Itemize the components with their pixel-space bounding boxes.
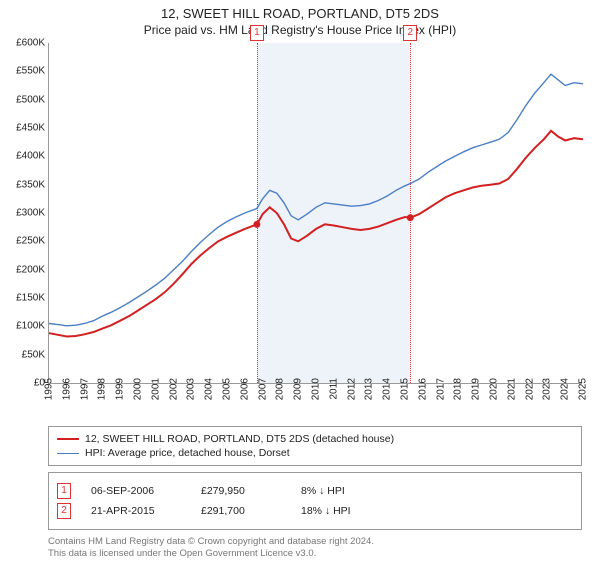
footer-line: Contains HM Land Registry data © Crown c…	[48, 536, 582, 548]
chart-subtitle: Price paid vs. HM Land Registry's House …	[0, 23, 600, 37]
legend-item: 12, SWEET HILL ROAD, PORTLAND, DT5 2DS (…	[57, 433, 573, 445]
sale-date: 21-APR-2015	[91, 505, 181, 517]
sale-diff: 18% ↓ HPI	[301, 505, 411, 517]
y-tick-label: £500K	[1, 94, 45, 105]
y-tick-label: £300K	[1, 208, 45, 219]
sale-marker-top: 1	[250, 25, 264, 41]
footer-attribution: Contains HM Land Registry data © Crown c…	[48, 536, 582, 561]
sales-box: 1 06-SEP-2006 £279,950 8% ↓ HPI 2 21-APR…	[48, 472, 582, 530]
y-tick-label: £450K	[1, 123, 45, 134]
y-tick-label: £250K	[1, 236, 45, 247]
footer-line: This data is licensed under the Open Gov…	[48, 548, 582, 560]
y-tick-label: £150K	[1, 293, 45, 304]
legend-box: 12, SWEET HILL ROAD, PORTLAND, DT5 2DS (…	[48, 426, 582, 466]
legend-label: 12, SWEET HILL ROAD, PORTLAND, DT5 2DS (…	[85, 433, 394, 445]
sale-row: 2 21-APR-2015 £291,700 18% ↓ HPI	[57, 503, 573, 519]
series-line-property	[49, 131, 583, 337]
sale-marker: 2	[57, 503, 71, 519]
y-tick-label: £550K	[1, 66, 45, 77]
chart-plot-area: 12£0£50K£100K£150K£200K£250K£300K£350K£4…	[48, 43, 582, 384]
legend-swatch	[57, 438, 79, 440]
sale-dot	[407, 214, 414, 221]
y-tick-label: £50K	[1, 349, 45, 360]
sale-diff: 8% ↓ HPI	[301, 485, 411, 497]
sale-price: £279,950	[201, 485, 281, 497]
y-tick-label: £400K	[1, 151, 45, 162]
sale-date: 06-SEP-2006	[91, 485, 181, 497]
chart-title: 12, SWEET HILL ROAD, PORTLAND, DT5 2DS	[0, 6, 600, 21]
y-tick-label: £0	[1, 378, 45, 389]
series-svg	[49, 43, 583, 383]
sale-marker: 1	[57, 483, 71, 499]
sale-row: 1 06-SEP-2006 £279,950 8% ↓ HPI	[57, 483, 573, 499]
sale-price: £291,700	[201, 505, 281, 517]
legend-swatch	[57, 453, 79, 454]
legend-label: HPI: Average price, detached house, Dors…	[85, 447, 290, 459]
y-tick-label: £100K	[1, 321, 45, 332]
legend-item: HPI: Average price, detached house, Dors…	[57, 447, 573, 459]
series-line-hpi	[49, 74, 583, 326]
sale-marker-top: 2	[403, 25, 417, 41]
y-tick-label: £600K	[1, 38, 45, 49]
sale-dot	[253, 221, 260, 228]
y-tick-label: £350K	[1, 179, 45, 190]
y-tick-label: £200K	[1, 264, 45, 275]
